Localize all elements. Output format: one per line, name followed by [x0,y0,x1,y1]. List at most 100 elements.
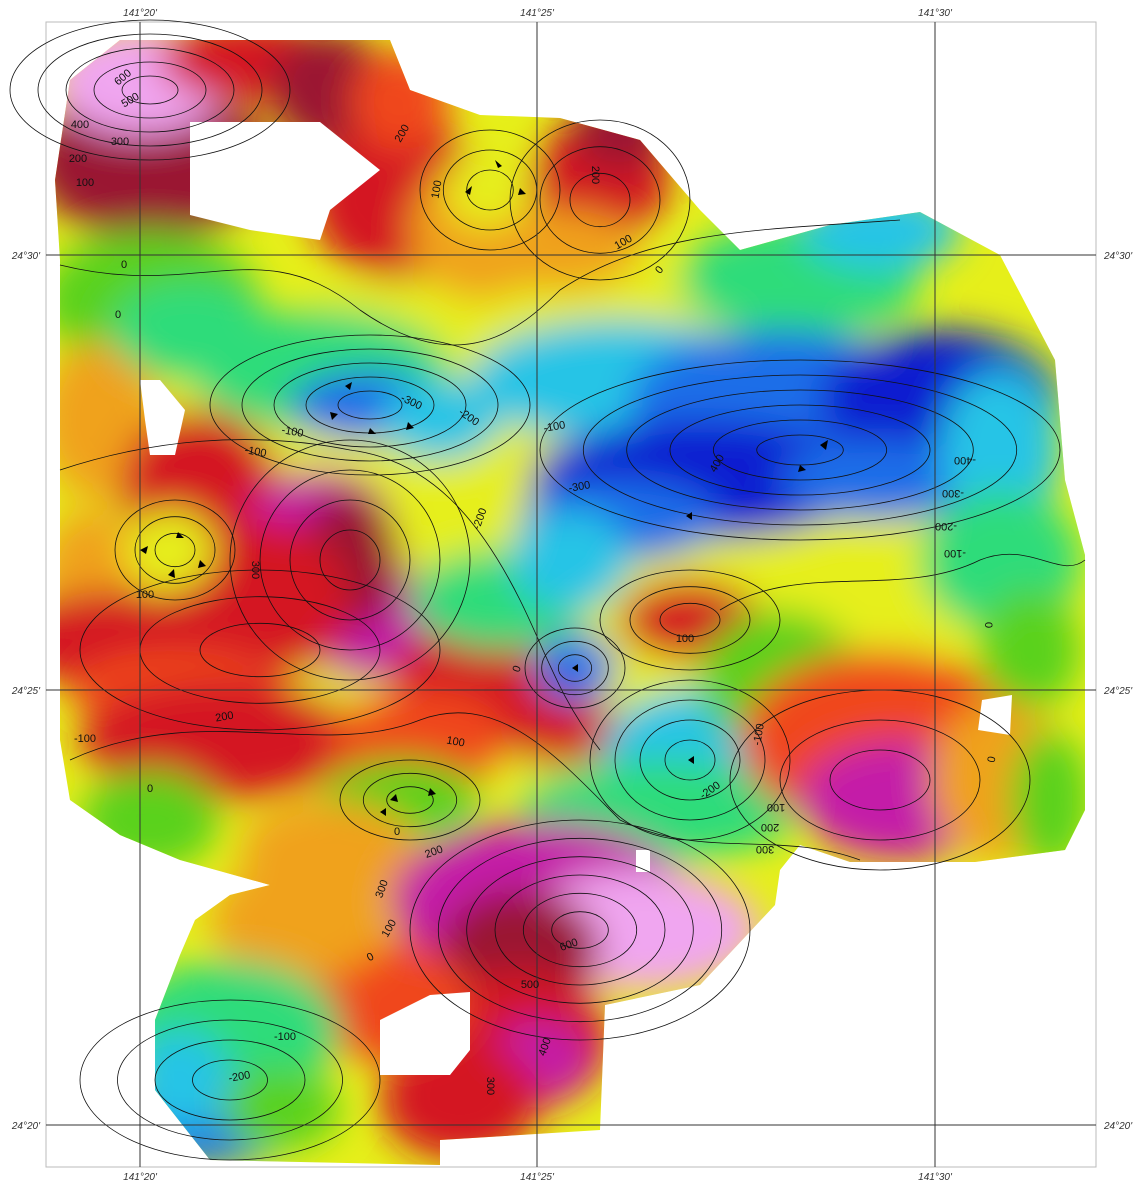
contour-value-label: 0 [510,664,523,674]
bottom-lon-label: 141°25' [520,1172,555,1183]
tick-marker [686,512,692,520]
contour-line [289,499,411,621]
contour-line [386,786,434,814]
tick-marker [168,569,175,578]
contour-value-label: 300 [249,561,261,579]
contour-value-label: 400 [536,1036,554,1057]
anomaly-blob [130,1030,230,1130]
anomaly-blob [125,510,215,590]
left-lat-label: 24°25' [11,686,41,697]
contour-line [639,719,741,801]
contour-line [319,529,381,591]
contour-line [259,469,441,651]
contour-value-label: -100 [944,547,966,559]
contour-value-label: -200 [228,1069,252,1085]
contour-line [712,419,888,481]
contour-value-label: -100 [543,419,567,435]
contour-line [134,516,216,584]
contour-line [93,61,207,119]
contour-line [664,739,716,781]
contour-value-label: 500 [521,979,539,991]
anomaly-blob [480,210,640,290]
tick-marker [198,560,206,568]
anomaly-blob [510,510,630,610]
left-lat-label: 24°30' [11,251,41,262]
contour-line [409,819,751,1041]
anomaly-blob [780,440,980,520]
contour-line [599,569,781,671]
contour-line [522,892,638,968]
anomaly-blob [500,695,620,765]
contour-value-label: 100 [136,589,154,601]
tick-marker [140,546,148,554]
tick-marker [406,422,414,430]
tick-marker [798,465,806,472]
contour-line [829,749,931,811]
tick-marker [330,412,338,420]
contour-value-label: 0 [121,259,127,271]
contour-value-label: 100 [676,633,694,645]
contour-line [362,772,458,828]
contour-line [114,499,236,601]
contour-value-label: -100 [74,733,96,745]
contour-line [669,404,931,496]
contour-line [241,348,499,462]
contour-line [419,129,561,251]
contour-line [509,119,691,281]
no-data-holes [140,122,1012,1075]
right-lat-label: 24°25' [1103,686,1133,697]
top-lon-label: 141°25' [520,8,555,19]
tick-marker [688,756,694,764]
top-lon-label: 141°20' [123,8,158,19]
contour-value-label: 200 [761,821,779,833]
contour-value-label: 100 [76,177,94,189]
contour-line [437,837,723,1023]
contour-line [629,586,751,654]
contour-line [229,439,471,681]
contour-value-label: -200 [935,520,957,532]
contour-value-label: 100 [767,801,785,813]
contour-line [524,627,626,709]
contour-value-label: 300 [373,878,391,899]
contour-line [199,622,321,678]
contour-line [79,569,441,731]
anomaly-blob [1010,730,1085,870]
contour-line [557,654,593,682]
contour-value-label: -300 [568,479,592,495]
contour-line [273,362,467,448]
coordinate-labels: 141°20' 141°25' 141°30' 141°20' 141°25' … [11,8,1133,1183]
contour-value-label: -100 [751,723,767,747]
right-lat-label: 24°20' [1103,1121,1133,1132]
anomaly-blob [940,370,1060,530]
contour-line [59,439,601,751]
contour-value-label: 0 [986,755,999,763]
contour-line [9,19,291,161]
contour-line [569,172,631,228]
tick-marker [390,794,398,802]
contour-line [719,553,1086,611]
contour-value-label: 0 [365,951,376,964]
anomaly-blob [800,190,960,270]
contour-lines [9,19,1086,1161]
anomaly-blob [570,90,670,170]
contour-line [337,390,403,420]
contour-value-label: 200 [589,166,601,184]
tick-marker [176,532,184,538]
contour-line [65,47,235,133]
contour-value-label: 400 [71,119,89,131]
tick-marker [345,382,352,390]
contour-value-label: -100 [244,444,268,460]
contour-value-label: -100 [274,1031,296,1043]
contour-value-label: 100 [430,179,445,199]
contour-line [209,334,531,476]
contour-line [659,602,721,638]
contour-value-label: 300 [756,843,774,855]
contour-line [69,712,861,861]
contour-line [192,1059,268,1101]
anomaly-blob [210,860,390,980]
contour-line [59,219,901,346]
bottom-lon-label: 141°20' [123,1172,158,1183]
left-lat-label: 24°20' [11,1121,41,1132]
top-lon-label: 141°30' [918,8,953,19]
